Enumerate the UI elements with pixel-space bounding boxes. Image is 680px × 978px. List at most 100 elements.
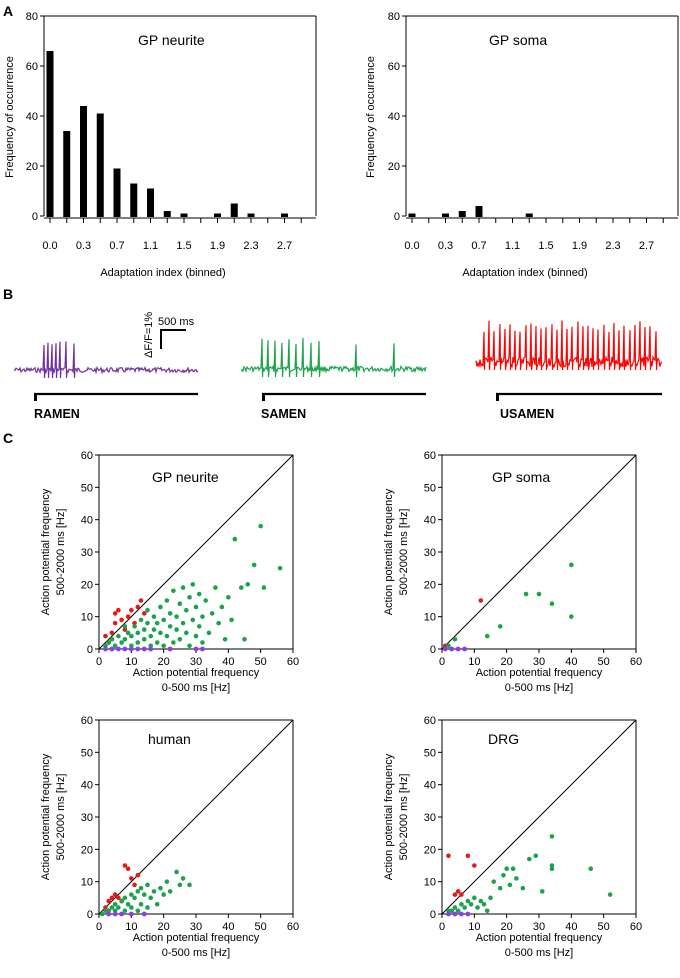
data-point-samen (135, 908, 141, 914)
stimulus-onset-marker (496, 393, 499, 401)
x-axis-label-line2: 0-500 ms [Hz] (505, 682, 573, 694)
y-axis-label-line2: 500-2000 ms [Hz] (55, 509, 67, 596)
data-point-samen (510, 866, 516, 872)
trace-label-usamen: USAMEN (500, 407, 554, 421)
y-axis-label-line1: Action potential frequency (383, 753, 395, 880)
y-tick-label: 50 (81, 747, 93, 759)
data-point-samen (116, 633, 121, 639)
x-tick-label: 20 (158, 921, 170, 933)
data-point-usamen (141, 611, 147, 616)
y-axis-label-line1: Action potential frequency (383, 488, 395, 615)
data-point-samen (164, 633, 170, 639)
data-point-samen (536, 591, 542, 597)
x-axis-label-line2: 0-500 ms [Hz] (505, 947, 573, 959)
data-point-samen (468, 902, 474, 907)
data-point-samen (109, 637, 115, 642)
y-tick-label: 0 (430, 909, 436, 921)
data-point-samen (158, 630, 163, 636)
data-point-samen (180, 620, 186, 626)
histogram-bar (180, 213, 188, 217)
x-tick-label: 20 (501, 921, 513, 933)
data-point-samen (452, 637, 458, 642)
data-point-samen (122, 895, 128, 901)
data-point-usamen (125, 866, 131, 872)
data-point-samen (232, 536, 238, 542)
scatter-gp-soma: 00 10 10 20 20 30 30 40 40 50 50 60 60 GP soma Action … (383, 450, 642, 694)
y-tick-label: 10 (424, 877, 436, 889)
data-point-samen (109, 905, 115, 910)
data-point-samen (167, 611, 173, 616)
data-point-samen (161, 617, 166, 623)
data-point-usamen (103, 633, 108, 639)
data-point-samen (135, 630, 141, 636)
data-point-samen (203, 598, 208, 603)
data-point-usamen (112, 892, 118, 897)
data-point-samen (138, 885, 144, 891)
trace-usamen (475, 320, 663, 371)
data-point-samen (539, 889, 545, 894)
data-point-samen (200, 614, 205, 619)
data-point-samen (154, 620, 160, 626)
x-tick-label: 0.3 (438, 240, 453, 252)
data-point-samen (514, 876, 519, 881)
data-point-samen (129, 905, 134, 910)
data-point-samen (112, 643, 118, 649)
data-point-ramen (103, 646, 108, 652)
identity-line (98, 719, 294, 915)
data-point-ramen (135, 646, 141, 652)
data-point-ramen (200, 646, 205, 652)
data-point-ramen (122, 646, 128, 652)
histogram-bar (408, 213, 416, 217)
data-point-usamen (112, 611, 118, 616)
data-point-samen (99, 911, 105, 917)
trace-label-samen: SAMEN (261, 407, 306, 421)
data-point-samen (164, 879, 170, 884)
data-point-ramen (141, 911, 147, 917)
histogram-gp-neurite: 0 20 40 60 80 0.0 0.3 0.7 1.1 1.5 1.9 2.3 2.7 GP neur… (4, 11, 317, 279)
histogram-bar (80, 106, 87, 217)
identity-line (441, 454, 637, 650)
x-axis-label-line1: Action potential frequency (476, 667, 603, 679)
data-point-samen (145, 882, 150, 888)
data-point-ramen (106, 911, 112, 917)
data-point-samen (549, 866, 555, 872)
data-point-ramen (141, 646, 147, 652)
trace-label-ramen: RAMEN (34, 407, 80, 421)
x-tick-label: 0.3 (76, 240, 91, 252)
data-point-ramen (112, 911, 118, 917)
data-point-ramen (193, 646, 199, 652)
panel-label-b: B (3, 286, 13, 302)
x-axis-label-line1: Action potential frequency (133, 932, 260, 944)
data-point-usamen (455, 889, 461, 894)
data-point-samen (226, 594, 231, 600)
x-tick-label: 20 (158, 656, 170, 668)
stimulus-onset-marker (34, 393, 37, 401)
data-point-samen (187, 594, 192, 600)
data-point-samen (501, 872, 506, 878)
data-point-usamen (122, 863, 128, 868)
y-tick-label: 80 (26, 11, 38, 23)
data-point-samen (462, 905, 467, 910)
data-point-samen (125, 630, 131, 636)
histogram-bar (96, 113, 104, 217)
y-tick-label: 60 (81, 450, 93, 462)
data-point-samen (184, 607, 189, 613)
data-point-samen (277, 565, 283, 571)
y-tick-label: 50 (424, 747, 436, 759)
x-axis-label-line2: 0-500 ms [Hz] (162, 947, 230, 959)
data-point-samen (161, 643, 166, 649)
data-point-samen (504, 866, 509, 872)
calcium-traces: ΔF/F=1% 500 ms RAMEN SAMEN USAMEN (13, 312, 663, 421)
data-point-samen (478, 898, 484, 904)
x-tick-label: 0 (96, 656, 102, 668)
data-point-samen (569, 562, 574, 568)
data-point-usamen (122, 627, 128, 632)
data-point-samen (497, 885, 503, 891)
data-point-samen (135, 640, 141, 645)
y-tick-label: 30 (81, 812, 93, 824)
data-point-samen (174, 614, 179, 619)
x-tick-label: 1.1 (143, 240, 158, 252)
x-tick-label: 0.7 (109, 240, 124, 252)
y-tick-label: 30 (81, 547, 93, 559)
